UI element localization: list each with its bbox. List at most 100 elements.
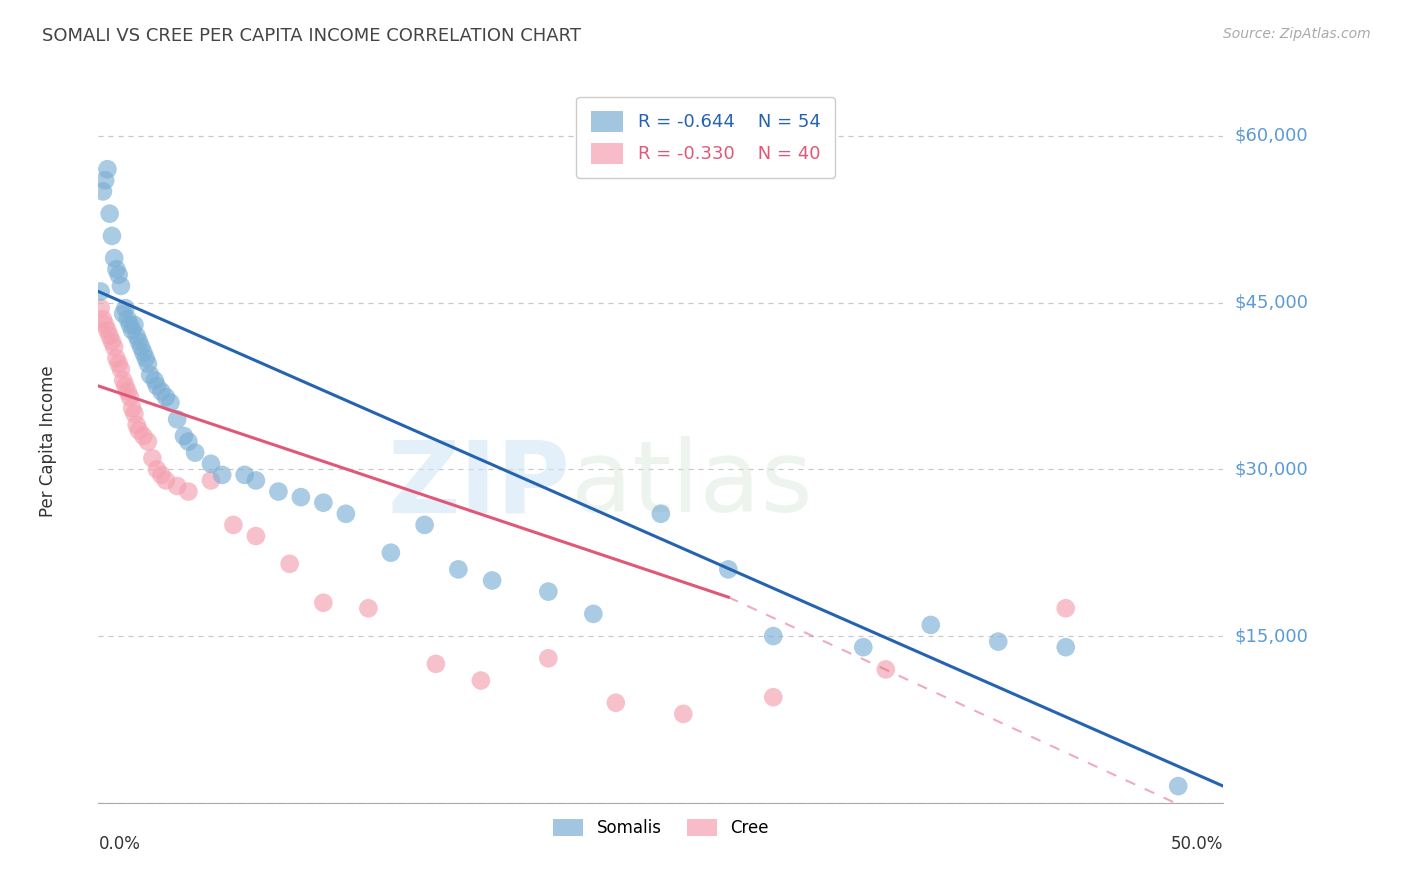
- Point: [200, 474, 222, 488]
- Point: [875, 662, 897, 676]
- Point: [121, 323, 143, 337]
- Point: [112, 307, 135, 321]
- Point: [90, 301, 112, 315]
- Point: [177, 434, 200, 449]
- Point: [425, 657, 447, 671]
- Point: [987, 634, 1010, 648]
- Point: [537, 584, 560, 599]
- Point: [110, 362, 132, 376]
- Text: $15,000: $15,000: [1234, 627, 1308, 645]
- Point: [96, 323, 118, 337]
- Text: $60,000: $60,000: [1234, 127, 1308, 145]
- Point: [98, 329, 121, 343]
- Point: [136, 357, 159, 371]
- Text: atlas: atlas: [571, 436, 813, 533]
- Point: [105, 262, 128, 277]
- Point: [537, 651, 560, 665]
- Point: [159, 395, 181, 409]
- Point: [245, 529, 267, 543]
- Point: [94, 318, 117, 332]
- Point: [117, 312, 139, 326]
- Point: [672, 706, 695, 721]
- Point: [146, 462, 169, 476]
- Point: [132, 345, 155, 359]
- Point: [96, 162, 118, 177]
- Point: [166, 412, 188, 426]
- Point: [118, 318, 141, 332]
- Point: [141, 451, 163, 466]
- Point: [312, 596, 335, 610]
- Point: [762, 690, 785, 705]
- Text: 50.0%: 50.0%: [1171, 835, 1223, 854]
- Point: [124, 318, 146, 332]
- Point: [98, 207, 121, 221]
- Text: Per Capita Income: Per Capita Income: [39, 366, 56, 517]
- Point: [173, 429, 195, 443]
- Point: [177, 484, 200, 499]
- Point: [146, 379, 169, 393]
- Point: [481, 574, 503, 588]
- Point: [125, 329, 148, 343]
- Point: [124, 407, 146, 421]
- Point: [166, 479, 188, 493]
- Point: [650, 507, 672, 521]
- Point: [101, 228, 124, 243]
- Point: [312, 496, 335, 510]
- Point: [135, 351, 157, 366]
- Point: [357, 601, 380, 615]
- Point: [103, 340, 125, 354]
- Point: [117, 384, 139, 399]
- Point: [114, 301, 136, 315]
- Point: [105, 351, 128, 366]
- Point: [125, 417, 148, 432]
- Point: [136, 434, 159, 449]
- Point: [1167, 779, 1189, 793]
- Point: [150, 467, 173, 482]
- Point: [155, 474, 177, 488]
- Point: [121, 401, 143, 416]
- Point: [278, 557, 301, 571]
- Point: [107, 268, 129, 282]
- Point: [233, 467, 256, 482]
- Point: [762, 629, 785, 643]
- Point: [470, 673, 492, 688]
- Point: [94, 173, 117, 187]
- Point: [380, 546, 402, 560]
- Point: [150, 384, 173, 399]
- Point: [290, 490, 312, 504]
- Point: [103, 251, 125, 265]
- Point: [91, 185, 114, 199]
- Point: [605, 696, 627, 710]
- Point: [114, 379, 136, 393]
- Point: [101, 334, 124, 349]
- Text: $45,000: $45,000: [1234, 293, 1309, 311]
- Point: [110, 279, 132, 293]
- Point: [245, 474, 267, 488]
- Point: [582, 607, 605, 621]
- Point: [211, 467, 233, 482]
- Point: [128, 424, 150, 438]
- Point: [91, 312, 114, 326]
- Text: 0.0%: 0.0%: [98, 835, 141, 854]
- Point: [1054, 640, 1077, 655]
- Point: [129, 340, 152, 354]
- Point: [1054, 601, 1077, 615]
- Point: [222, 517, 245, 532]
- Point: [90, 285, 112, 299]
- Point: [413, 517, 436, 532]
- Point: [118, 390, 141, 404]
- Point: [107, 357, 129, 371]
- Point: [139, 368, 162, 382]
- Point: [335, 507, 357, 521]
- Point: [112, 373, 135, 387]
- Text: ZIP: ZIP: [388, 436, 571, 533]
- Point: [852, 640, 875, 655]
- Point: [155, 390, 177, 404]
- Point: [447, 562, 470, 576]
- Text: Source: ZipAtlas.com: Source: ZipAtlas.com: [1223, 27, 1371, 41]
- Text: SOMALI VS CREE PER CAPITA INCOME CORRELATION CHART: SOMALI VS CREE PER CAPITA INCOME CORRELA…: [42, 27, 581, 45]
- Point: [717, 562, 740, 576]
- Point: [267, 484, 290, 499]
- Point: [200, 457, 222, 471]
- Point: [128, 334, 150, 349]
